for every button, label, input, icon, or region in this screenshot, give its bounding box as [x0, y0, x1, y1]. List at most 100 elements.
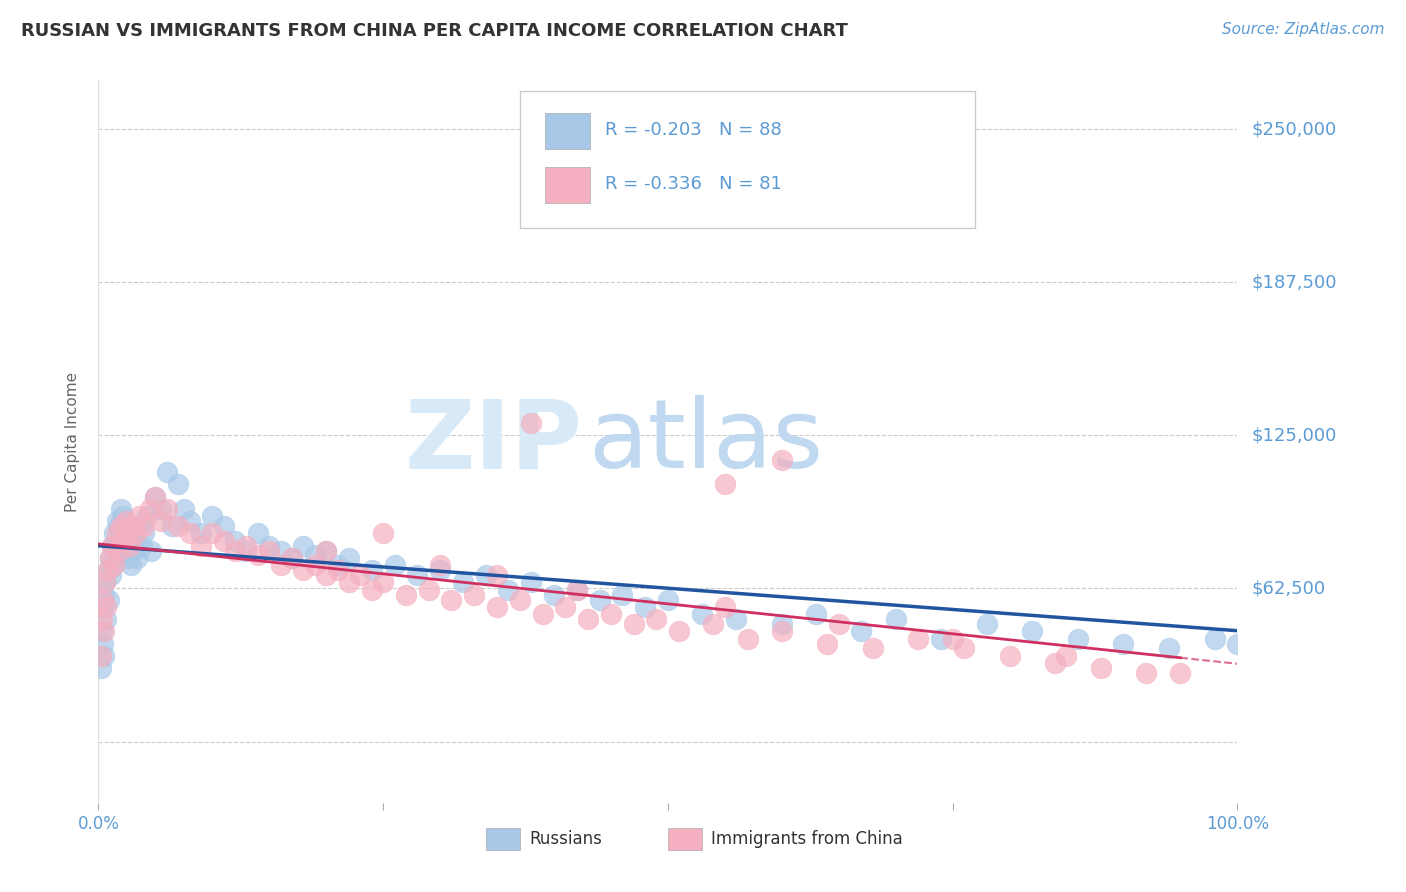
Point: [120, 539, 142, 553]
Point: [349, 568, 371, 582]
Point: [612, 588, 634, 602]
Text: $187,500: $187,500: [1251, 273, 1337, 292]
Point: [406, 568, 429, 582]
Point: [103, 558, 125, 573]
Point: [851, 624, 873, 639]
Point: [270, 543, 292, 558]
Point: [657, 171, 679, 186]
Point: [668, 624, 690, 639]
Point: [108, 519, 131, 533]
Point: [201, 509, 224, 524]
Point: [634, 599, 657, 614]
Point: [1067, 632, 1090, 646]
Point: [139, 543, 162, 558]
Point: [463, 588, 485, 602]
Point: [105, 526, 128, 541]
Point: [1226, 637, 1249, 651]
Point: [127, 550, 149, 565]
Point: [162, 519, 184, 533]
Point: [111, 526, 134, 541]
Point: [224, 543, 246, 558]
Text: $125,000: $125,000: [1251, 426, 1337, 444]
Point: [702, 617, 724, 632]
Bar: [546, 112, 591, 149]
Point: [93, 648, 115, 663]
Point: [246, 526, 269, 541]
Point: [884, 612, 907, 626]
Point: [486, 599, 509, 614]
Point: [93, 588, 115, 602]
Point: [97, 592, 120, 607]
Point: [862, 641, 884, 656]
Point: [315, 543, 337, 558]
Point: [976, 617, 998, 632]
Point: [121, 519, 143, 533]
Point: [98, 550, 121, 565]
Point: [167, 477, 190, 491]
Point: [96, 612, 118, 626]
Point: [90, 624, 112, 639]
Point: [1112, 637, 1135, 651]
Text: R = -0.203   N = 88: R = -0.203 N = 88: [605, 121, 782, 139]
Point: [531, 607, 554, 622]
Point: [337, 575, 360, 590]
Point: [371, 575, 394, 590]
Point: [104, 543, 127, 558]
Point: [315, 568, 337, 582]
Point: [1204, 632, 1226, 646]
Y-axis label: Per Capita Income: Per Capita Income: [65, 371, 80, 512]
Point: [725, 612, 748, 626]
Point: [114, 539, 136, 553]
Point: [96, 563, 118, 577]
Point: [929, 632, 952, 646]
Point: [224, 533, 246, 548]
Point: [259, 543, 281, 558]
Point: [804, 607, 827, 622]
Point: [384, 558, 406, 573]
Point: [121, 543, 143, 558]
Point: [100, 568, 122, 582]
Point: [190, 526, 212, 541]
Point: [645, 612, 668, 626]
Point: [90, 612, 112, 626]
Point: [815, 637, 838, 651]
Text: $62,500: $62,500: [1251, 580, 1326, 598]
Bar: [485, 828, 520, 850]
Point: [440, 592, 463, 607]
Point: [576, 612, 599, 626]
Point: [690, 607, 713, 622]
Text: atlas: atlas: [588, 395, 824, 488]
Point: [1090, 661, 1112, 675]
Point: [588, 592, 610, 607]
Point: [395, 588, 418, 602]
Point: [179, 514, 201, 528]
Point: [105, 514, 128, 528]
Point: [1021, 624, 1043, 639]
Point: [108, 543, 131, 558]
Text: Source: ZipAtlas.com: Source: ZipAtlas.com: [1222, 22, 1385, 37]
Point: [90, 648, 112, 663]
Point: [212, 519, 235, 533]
Point: [418, 582, 440, 597]
Point: [360, 563, 382, 577]
Point: [103, 526, 125, 541]
Point: [770, 617, 793, 632]
Point: [554, 599, 576, 614]
Point: [114, 514, 136, 528]
Point: [737, 632, 759, 646]
Point: [292, 539, 315, 553]
Point: [246, 549, 269, 563]
Point: [304, 549, 326, 563]
Point: [128, 509, 150, 524]
Text: $250,000: $250,000: [1251, 120, 1337, 138]
Point: [138, 502, 160, 516]
Point: [112, 509, 135, 524]
Point: [120, 539, 142, 553]
Point: [828, 617, 851, 632]
Point: [150, 514, 173, 528]
Point: [91, 637, 114, 651]
Point: [120, 558, 142, 573]
Point: [235, 543, 257, 558]
Point: [91, 599, 114, 614]
Point: [107, 533, 129, 548]
